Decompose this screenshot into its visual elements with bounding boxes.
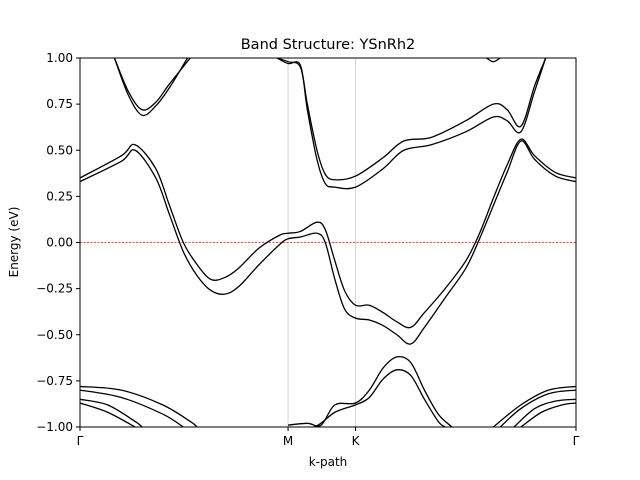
plot-area: 1.00 0.75 0.50 0.25 0.00 −0.25 −0.50 −0.75 −1.00… [36, 51, 579, 448]
band-line-3 [113, 58, 191, 111]
plot-frame [79, 57, 577, 428]
x-tick-label: Γ [77, 434, 84, 448]
band-line-13 [288, 369, 446, 427]
band-line-14 [492, 385, 576, 427]
y-tick-label: 0.00 [46, 236, 73, 250]
band-line-16 [513, 398, 576, 427]
x-axis-label: k-path [309, 455, 348, 469]
x-tick-label: K [352, 434, 361, 448]
band-line-6 [276, 58, 547, 190]
x-tick-label: M [283, 434, 293, 448]
y-tick-label: 0.50 [46, 143, 73, 157]
band-line-1 [80, 138, 576, 329]
chart-title: Band Structure: YSnRh2 [241, 37, 416, 53]
band-line-8 [80, 385, 198, 427]
y-tick-label: −0.75 [36, 374, 73, 388]
y-axis-label: Energy (eV) [7, 207, 21, 278]
band-line-17 [520, 402, 576, 427]
band-line-7 [486, 58, 501, 63]
band-line-12 [287, 355, 453, 427]
band-line-11 [80, 402, 136, 427]
band-line-4 [113, 58, 189, 117]
band-line-2 [80, 140, 576, 345]
bands-group [80, 58, 576, 427]
y-tick-label: 0.25 [46, 189, 73, 203]
band-line-9 [80, 389, 184, 427]
y-tick-label: −0.25 [36, 282, 73, 296]
band-line-10 [80, 398, 143, 427]
y-tick-label: −0.50 [36, 328, 73, 342]
x-tick-label: Γ [573, 434, 580, 448]
y-tick-label: 0.75 [46, 97, 73, 111]
band-line-15 [499, 389, 576, 427]
y-tick-label: 1.00 [46, 51, 73, 65]
y-tick-label: −1.00 [36, 420, 73, 434]
